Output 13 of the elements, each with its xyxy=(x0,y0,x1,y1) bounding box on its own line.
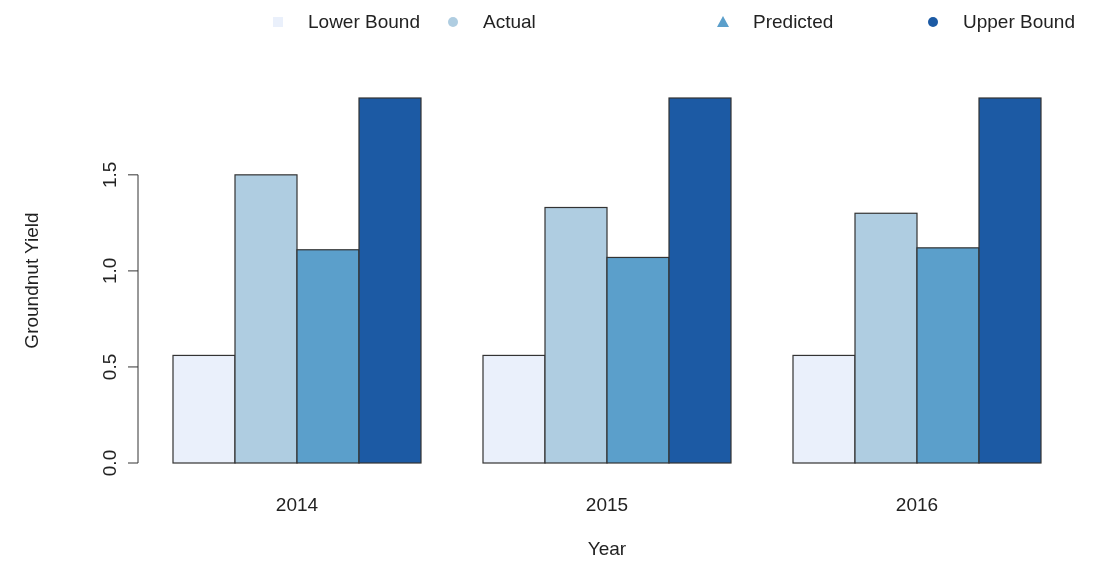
x-tick-label: 2015 xyxy=(585,494,629,515)
legend-label: Upper Bound xyxy=(963,11,1075,32)
x-axis-title: Year xyxy=(587,538,627,559)
y-axis-title: Groundnut Yield xyxy=(21,212,42,349)
legend-label: Actual xyxy=(483,11,536,32)
y-tick-label: 0.5 xyxy=(99,353,120,381)
y-tick-label: 1.0 xyxy=(99,257,120,285)
x-tick-label: 2014 xyxy=(275,494,319,515)
x-tick-label: 2016 xyxy=(895,494,939,515)
y-tick-label: 1.5 xyxy=(99,161,120,189)
legend-label: Predicted xyxy=(753,11,834,32)
legend-label: Lower Bound xyxy=(308,11,420,32)
y-tick-label: 0.0 xyxy=(99,449,120,477)
